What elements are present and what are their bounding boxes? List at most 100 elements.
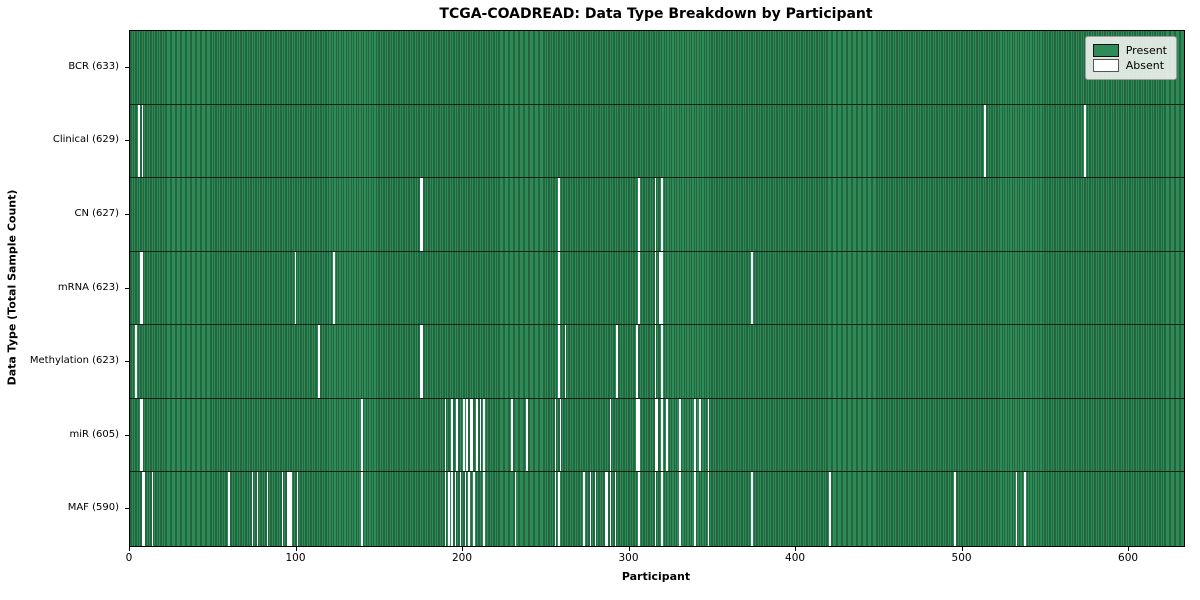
x-tick-mark [961, 546, 963, 551]
row-band-cn [130, 178, 1184, 252]
absent-stripe [471, 398, 473, 472]
absent-stripe [281, 472, 284, 546]
x-tick-mark [295, 546, 297, 551]
absent-stripe [151, 472, 154, 546]
absent-stripe [661, 178, 663, 251]
chart-title: TCGA-COADREAD: Data Type Breakdown by Pa… [439, 6, 873, 22]
absent-stripe [463, 398, 465, 472]
absent-stripe [526, 398, 528, 472]
absent-stripe [139, 251, 142, 325]
row-band-bcr [130, 31, 1184, 105]
absent-stripe [557, 178, 560, 251]
y-tick-mark [124, 434, 129, 436]
y-tick-label: Methylation (623) [29, 355, 119, 367]
absent-stripe [829, 472, 831, 546]
absent-stripe [256, 472, 259, 546]
y-tick-mark [124, 508, 129, 510]
absent-stripe [654, 472, 657, 546]
absent-stripe [654, 178, 657, 251]
y-tick-label: BCR (633) [68, 60, 119, 72]
absent-stripe [659, 251, 662, 325]
absent-stripe [141, 104, 144, 178]
absent-stripe [451, 472, 454, 546]
y-tick-label: mRNA (623) [57, 281, 119, 293]
absent-stripe [637, 251, 640, 325]
absent-stripe [954, 472, 956, 546]
absent-stripe [296, 472, 299, 546]
absent-stripe [479, 398, 482, 472]
legend-label-present: Present [1125, 44, 1167, 57]
absent-stripe [139, 398, 142, 472]
y-tick-label: MAF (590) [67, 502, 119, 514]
absent-stripe [589, 472, 592, 546]
y-tick-mark [124, 66, 129, 68]
absent-stripe [469, 398, 472, 472]
absent-stripe [606, 472, 608, 546]
absent-stripe [694, 398, 697, 472]
absent-stripe [666, 398, 668, 472]
absent-stripe [138, 104, 140, 178]
absent-stripe [444, 398, 447, 472]
row-band-maf [130, 472, 1184, 546]
absent-stripe [451, 398, 454, 472]
legend-label-absent: Absent [1125, 59, 1165, 72]
absent-stripe [636, 398, 638, 472]
absent-stripe [228, 472, 230, 546]
absent-stripe [609, 398, 612, 472]
absent-stripe [419, 178, 422, 251]
absent-stripe [661, 398, 663, 472]
absent-stripe [448, 472, 450, 546]
absent-stripe [694, 472, 697, 546]
absent-stripe [482, 398, 485, 472]
plot-area [129, 30, 1185, 547]
absent-stripe [637, 398, 640, 472]
absent-stripe [468, 472, 470, 546]
absent-stripe [557, 472, 560, 546]
absent-stripe [266, 472, 269, 546]
x-tick-label: 200 [451, 552, 473, 564]
y-tick-label: CN (627) [74, 207, 119, 219]
y-tick-label: miR (605) [69, 428, 119, 440]
legend: Present Absent [1084, 36, 1177, 80]
absent-stripe [984, 104, 986, 178]
absent-stripe [564, 325, 567, 398]
absent-stripe [444, 472, 447, 546]
absent-stripe [654, 251, 657, 325]
absent-stripe [466, 398, 468, 472]
absent-stripe [609, 472, 612, 546]
absent-stripe [288, 472, 290, 546]
absent-stripe [654, 325, 657, 398]
absent-stripe [419, 325, 422, 398]
absent-stripe [289, 472, 292, 546]
absent-stripe [751, 251, 753, 325]
row-band-clinical [130, 104, 1184, 179]
x-tick-mark [628, 546, 630, 551]
absent-stripe [616, 325, 618, 398]
absent-stripe [514, 472, 517, 546]
absent-stripe [559, 398, 562, 472]
absent-stripe [751, 472, 753, 546]
row-band-mrna [130, 251, 1184, 326]
absent-stripe [707, 472, 710, 546]
x-tick-mark [795, 546, 797, 551]
row-band-methylation [130, 325, 1184, 399]
y-tick-mark [124, 287, 129, 289]
absent-stripe [454, 472, 457, 546]
x-tick-label: 400 [785, 552, 806, 564]
absent-stripe [654, 398, 657, 472]
x-tick-label: 0 [125, 552, 133, 564]
y-tick-label: Clinical (629) [52, 134, 119, 146]
absent-stripe [1084, 104, 1086, 178]
absent-stripe [554, 472, 557, 546]
absent-stripe [1015, 472, 1018, 546]
absent-stripe [707, 398, 710, 472]
absent-swatch-icon [1092, 59, 1119, 72]
legend-entry-absent: Absent [1092, 59, 1167, 72]
absent-stripe [421, 325, 424, 398]
absent-stripe [476, 398, 478, 472]
absent-stripe [286, 472, 289, 546]
x-tick-mark [129, 546, 130, 551]
absent-stripe [614, 472, 617, 546]
absent-stripe [251, 472, 254, 546]
x-tick-mark [1128, 546, 1130, 551]
